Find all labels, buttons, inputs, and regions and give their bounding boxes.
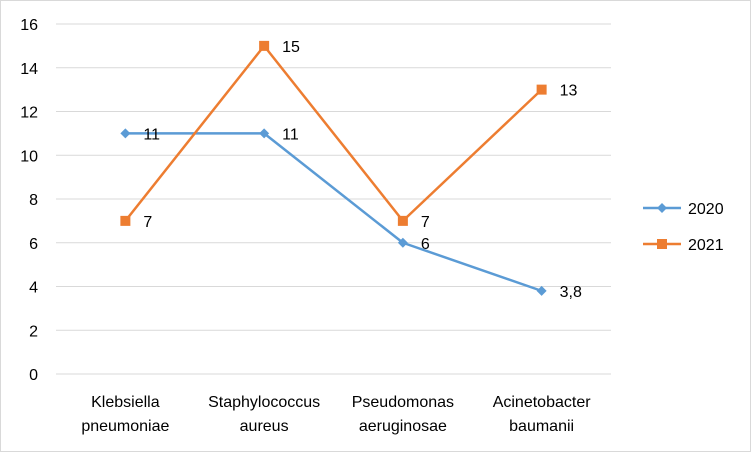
x-category-label: Acinetobacter baumanii	[493, 394, 592, 435]
y-tick-label: 6	[29, 236, 38, 253]
data-point	[120, 215, 131, 226]
data-label: 7	[143, 214, 152, 231]
y-tick-label: 2	[29, 323, 38, 340]
x-category-label: Staphylococcus aureus	[208, 394, 320, 435]
data-label: 15	[282, 39, 300, 56]
data-point	[120, 128, 131, 139]
y-tick-label: 12	[20, 105, 38, 122]
legend-label: 2020	[688, 201, 724, 218]
data-labels: 11 11 6 3,8 7 15 7 13	[143, 39, 582, 301]
data-point	[397, 215, 408, 226]
x-category-label: Klebsiella pneumoniae	[81, 394, 169, 435]
x-category-label: Pseudomonas aeruginosae	[352, 394, 454, 435]
data-label: 11	[282, 126, 299, 143]
legend-marker	[657, 239, 667, 249]
data-label: 13	[560, 83, 578, 100]
data-point	[259, 40, 270, 51]
y-tick-label: 0	[29, 367, 38, 384]
data-label: 6	[421, 236, 430, 253]
data-label: 3,8	[560, 284, 582, 301]
series-line-2020	[125, 132, 543, 293]
y-tick-label: 4	[29, 280, 38, 297]
data-point	[259, 128, 270, 139]
data-label: 11	[143, 126, 160, 143]
y-tick-label: 10	[20, 148, 38, 165]
legend-marker	[657, 203, 667, 213]
grid-layer	[56, 23, 611, 375]
series-layer	[120, 40, 547, 296]
legend-label: 2021	[688, 237, 724, 254]
data-point	[536, 285, 547, 296]
data-point	[397, 237, 408, 248]
data-point	[536, 84, 547, 95]
y-tick-label: 14	[20, 61, 38, 78]
y-tick-label: 16	[20, 17, 38, 34]
y-tick-label: 8	[29, 192, 38, 209]
series-line-2021	[124, 44, 543, 223]
y-axis-ticks: 0 2 4 6 8 10 12 14 16	[20, 17, 38, 384]
x-axis-categories: Klebsiella pneumoniae Staphylococcus aureus…	[81, 394, 591, 435]
data-label: 7	[421, 214, 430, 231]
legend: 2020 2021	[643, 201, 724, 254]
